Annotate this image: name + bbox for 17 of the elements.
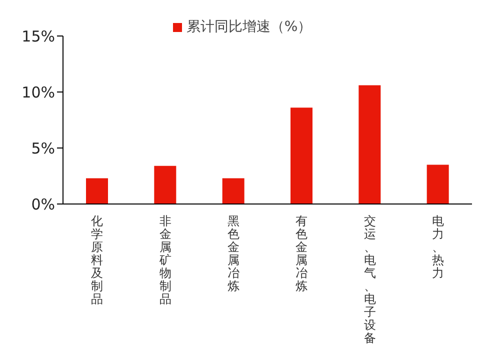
y-tick-label: 5% <box>31 139 55 158</box>
bar <box>426 164 449 204</box>
bar <box>358 85 381 204</box>
y-tick-label: 10% <box>22 83 55 102</box>
x-tick-label: 有色金属冶炼 <box>296 214 308 293</box>
x-tick-label: 黑色金属冶炼 <box>227 214 240 293</box>
bar <box>222 178 244 204</box>
x-tick-label: 非金属矿物制品 <box>158 214 172 306</box>
x-tick-label: 电力、热力 <box>432 214 444 280</box>
y-tick-label: 0% <box>31 195 55 214</box>
y-tick-label: 15% <box>22 27 55 46</box>
bar <box>290 108 312 204</box>
legend-label: 累计同比增速（%） <box>185 18 312 36</box>
category-label: 交运、电气、电子设备 <box>364 214 376 345</box>
bar <box>86 178 108 204</box>
x-tick-label: 化学原料及制品 <box>91 214 104 306</box>
bar <box>154 166 176 204</box>
